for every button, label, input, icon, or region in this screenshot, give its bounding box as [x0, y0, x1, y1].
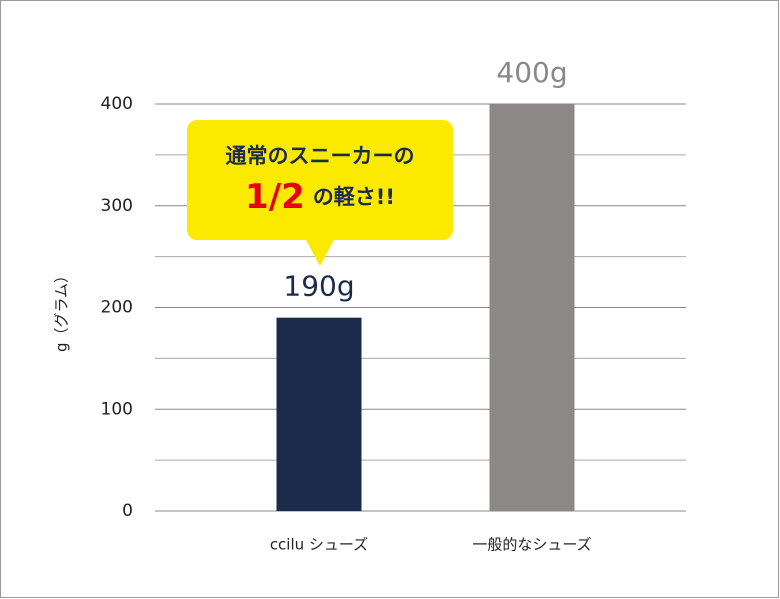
x-tick-label: ccilu シューズ [270, 536, 368, 554]
callout-line1: 通常のスニーカーの [226, 144, 415, 168]
y-tick-label: 400 [101, 94, 133, 114]
bar [489, 104, 575, 511]
callout-pointer [305, 238, 335, 266]
callout-text: の軽さ!! [313, 185, 395, 209]
y-axis-label: g（グラム） [53, 268, 71, 352]
y-tick-label: 0 [122, 501, 133, 521]
y-tick-label: 100 [101, 399, 133, 419]
value-label: 400g [496, 56, 567, 89]
y-tick-label: 300 [101, 196, 133, 216]
x-tick-label: 一般的なシューズ [472, 536, 591, 554]
callout: 通常のスニーカーの 1/2 の軽さ!! [187, 120, 453, 266]
callout-emphasis: 1/2 [245, 177, 305, 217]
callout-box [187, 120, 453, 240]
bar [276, 317, 362, 511]
callout-line2: 1/2 の軽さ!! [245, 177, 395, 217]
y-tick-label: 200 [101, 298, 133, 318]
value-label: 190g [283, 270, 354, 303]
